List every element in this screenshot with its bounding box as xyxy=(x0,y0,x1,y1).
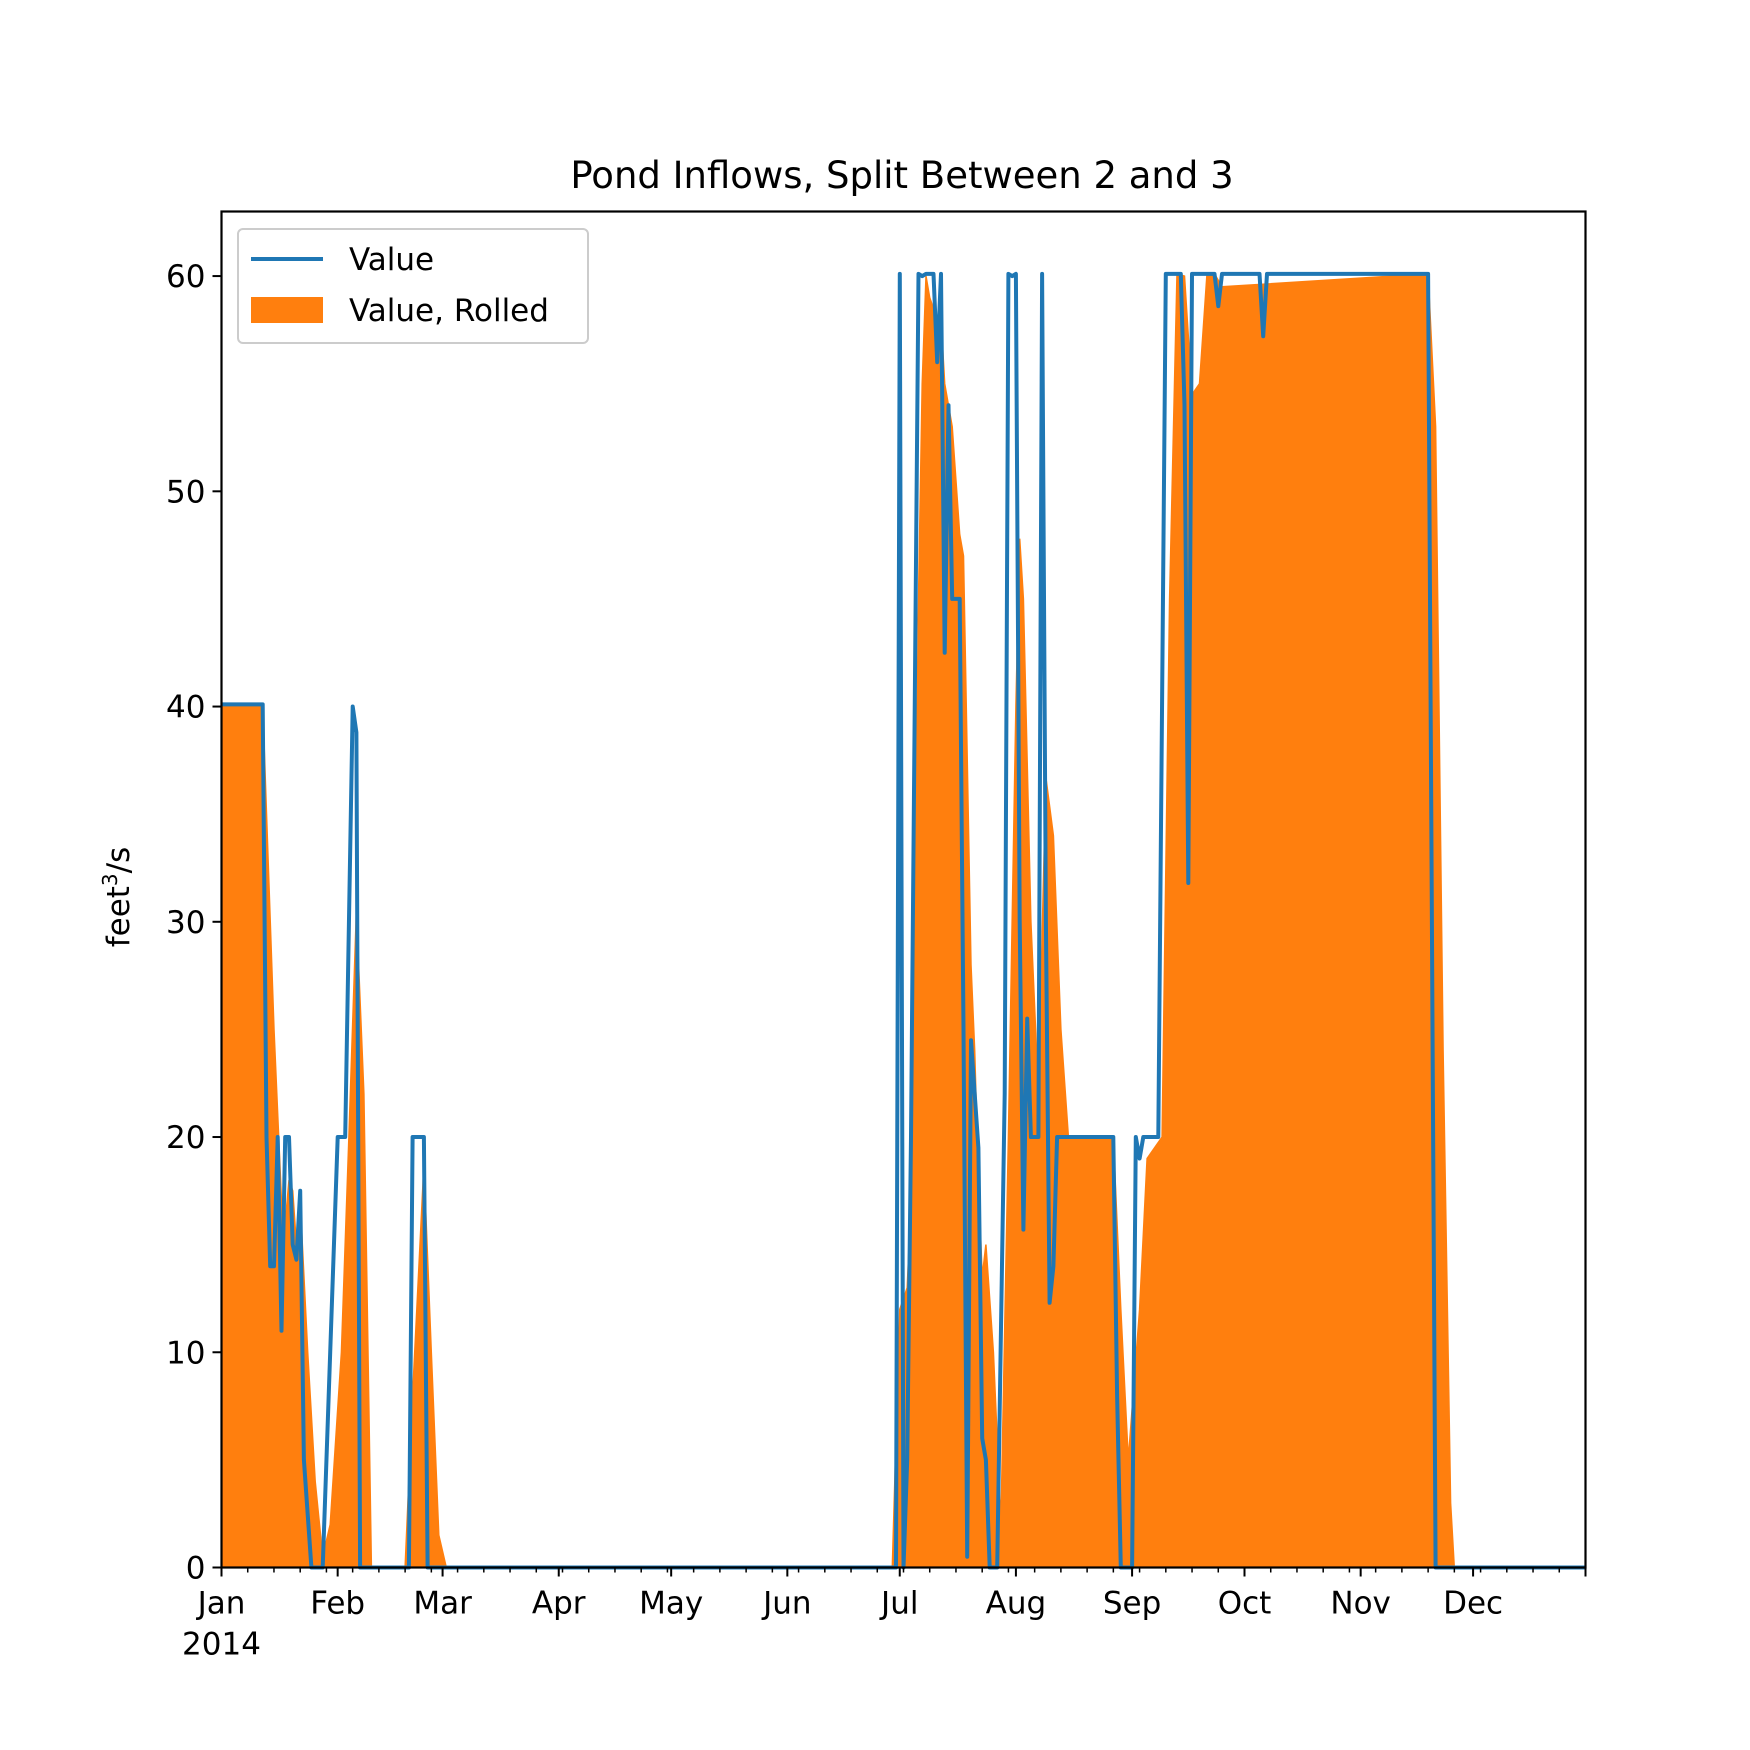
y-tick-label: 50 xyxy=(166,474,205,510)
x-tick-label: May xyxy=(639,1586,703,1622)
plot-frame xyxy=(220,210,1587,1569)
x-tick-label: Feb xyxy=(310,1586,365,1622)
y-tick-label: 0 xyxy=(186,1551,206,1587)
y-axis-label-base: feet xyxy=(101,886,137,947)
legend-label-value: Value xyxy=(349,242,434,278)
y-tick-label: 40 xyxy=(166,690,205,726)
y-tick-label: 30 xyxy=(166,905,205,941)
x-axis: Jan 2014 Feb Mar Apr May Jun Jul Aug Sep Oct Nov Dec xyxy=(182,1567,1587,1663)
y-axis-label-tail: /s xyxy=(101,847,137,874)
y-axis-label-superscript: 3 xyxy=(98,873,122,886)
legend: Value Value, Rolled xyxy=(237,228,589,344)
y-tick-label: 10 xyxy=(166,1335,205,1371)
y-tick-label: 60 xyxy=(166,259,205,295)
x-tick-label: Jul xyxy=(879,1586,918,1622)
y-tick-label: 20 xyxy=(166,1120,205,1156)
chart-title: Pond Inflows, Split Between 2 and 3 xyxy=(570,154,1233,197)
legend-box xyxy=(237,228,589,344)
x-tick-label: Oct xyxy=(1218,1586,1272,1622)
x-tick-label: Mar xyxy=(413,1586,472,1622)
y-axis: 0 10 20 30 40 50 60 xyxy=(166,259,222,1587)
x-tick-label: Jun xyxy=(761,1586,811,1622)
x-tick-label: Aug xyxy=(986,1586,1047,1622)
x-tick-label: Sep xyxy=(1103,1586,1161,1622)
x-tick-label: Jan xyxy=(196,1586,246,1622)
x-tick-sublabel: 2014 xyxy=(182,1627,261,1663)
x-tick-label: Nov xyxy=(1330,1586,1391,1622)
legend-label-value-rolled: Value, Rolled xyxy=(349,293,549,329)
x-tick-label: Dec xyxy=(1443,1586,1503,1622)
y-axis-label: feet3/s xyxy=(98,847,137,948)
x-tick-label: Apr xyxy=(532,1586,586,1622)
legend-swatch-value-rolled xyxy=(251,297,323,323)
